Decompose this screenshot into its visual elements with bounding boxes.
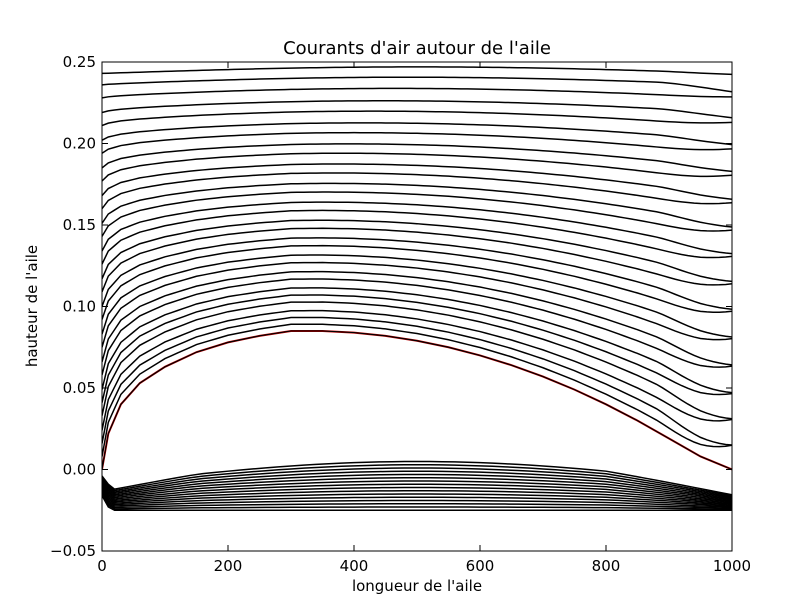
x-tick-label: 0	[97, 557, 107, 575]
streamline-wake	[102, 483, 732, 503]
streamline-upper	[102, 278, 732, 376]
streamline-wake	[102, 491, 732, 508]
streamline-upper	[102, 182, 732, 228]
streamline-wake	[102, 495, 732, 511]
x-axis: 0 200 400 600 800 1000	[97, 62, 751, 575]
streamline-upper	[102, 172, 732, 210]
streamline-wake	[102, 460, 732, 496]
streamline-upper	[102, 287, 732, 394]
streamline-upper	[102, 131, 732, 154]
streamline-upper	[102, 227, 732, 293]
streamline-upper	[102, 191, 732, 237]
y-tick-label: 0.05	[63, 379, 96, 397]
streamline-upper	[102, 76, 732, 93]
streamline-wake	[102, 480, 732, 502]
streamline-wake	[102, 477, 732, 501]
streamline-upper	[102, 66, 732, 76]
y-tick-label: 0.15	[63, 216, 96, 234]
streamline-wake	[102, 492, 732, 509]
streamline-upper	[102, 110, 732, 127]
streamline-wake	[102, 487, 732, 505]
streamline-wake	[102, 470, 732, 499]
streamline-upper	[102, 163, 732, 200]
y-tick-label: 0.10	[63, 298, 96, 316]
streamline-wake	[102, 486, 732, 504]
x-tick-label: 600	[466, 557, 495, 575]
streamline-upper	[102, 209, 732, 265]
streamline-upper	[102, 122, 732, 146]
streamline-upper	[102, 294, 732, 403]
plot-area	[102, 66, 732, 511]
streamline-upper	[102, 201, 732, 255]
streamline-upper	[102, 309, 732, 431]
y-tick-label: −0.05	[50, 542, 96, 560]
y-axis-label: hauteur de l'aile	[23, 245, 41, 367]
streamline-upper	[102, 316, 732, 446]
streamline-wake	[102, 489, 732, 507]
streamline-upper	[102, 237, 732, 310]
y-axis: −0.05 0.00 0.05 0.10 0.15 0.20 0.25	[50, 53, 732, 560]
x-tick-label: 200	[214, 557, 243, 575]
x-tick-label: 800	[592, 557, 621, 575]
streamline-upper	[102, 261, 732, 348]
streamline-wake	[102, 473, 732, 500]
streamline-upper	[102, 219, 732, 283]
streamline-wake	[102, 488, 732, 506]
streamline-upper	[102, 152, 732, 182]
streamline-wake	[102, 493, 732, 510]
streamline-upper	[102, 301, 732, 420]
streamline-upper	[102, 87, 732, 99]
y-tick-label: 0.00	[63, 461, 96, 479]
streamline-upper	[102, 143, 732, 173]
x-tick-label: 400	[340, 557, 369, 575]
airfoil-streamline	[102, 330, 732, 471]
streamline-upper	[102, 100, 732, 119]
y-tick-label: 0.20	[63, 135, 96, 153]
streamline-upper	[102, 254, 732, 338]
y-tick-label: 0.25	[63, 53, 96, 71]
streamline-upper	[102, 270, 732, 366]
x-axis-label: longueur de l'aile	[352, 577, 482, 595]
streamline-upper	[102, 323, 732, 457]
streamline-wake	[102, 467, 732, 498]
streamline-upper	[102, 244, 732, 320]
x-tick-label: 1000	[713, 557, 751, 575]
streamline-wake	[102, 464, 732, 497]
chart-title: Courants d'air autour de l'aile	[283, 38, 551, 59]
